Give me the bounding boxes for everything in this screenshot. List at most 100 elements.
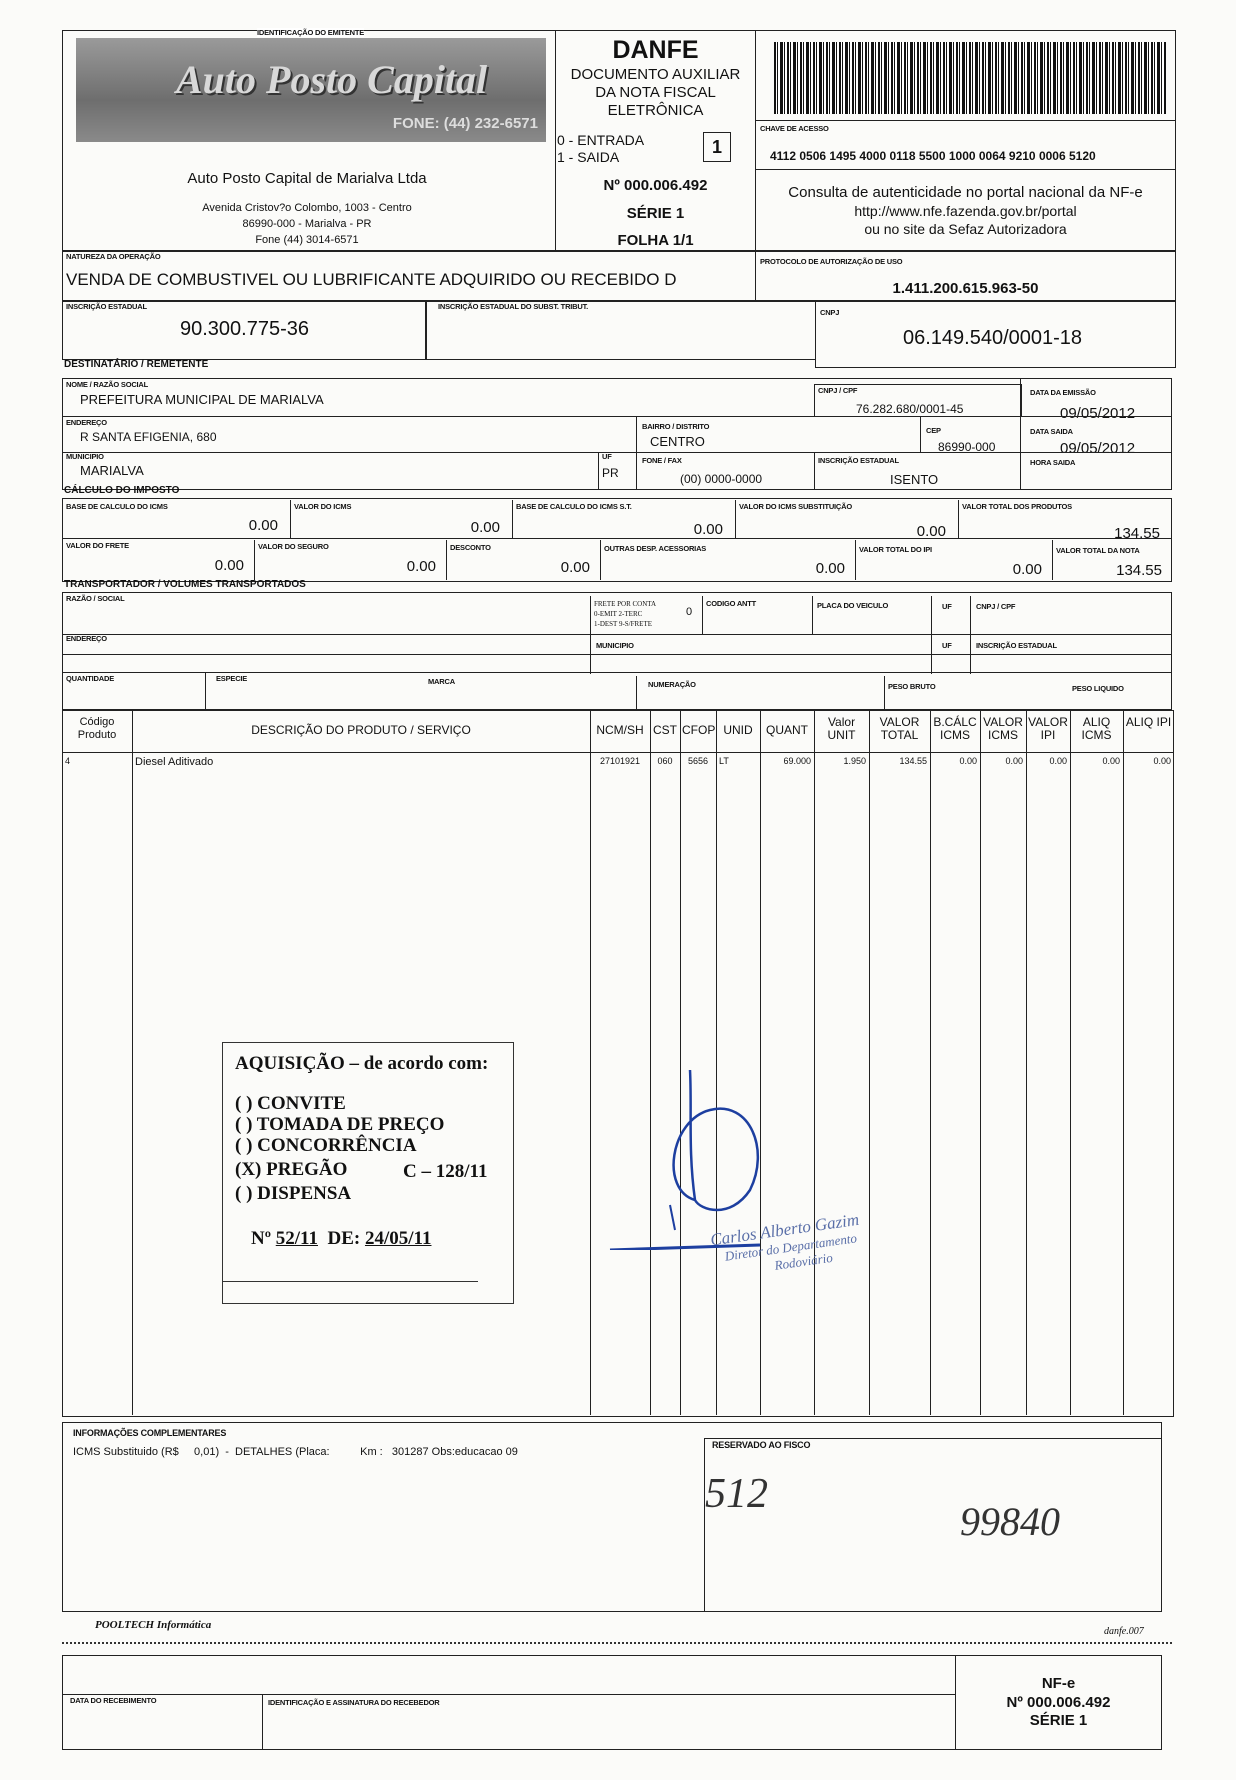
column-header: QUANT	[766, 723, 808, 737]
calc-row1-value: 134.55	[1114, 525, 1160, 542]
table-cell: 0.00	[1049, 756, 1067, 766]
column-divider	[680, 710, 681, 1415]
divider	[205, 672, 206, 710]
calc-row1-label: VALOR DO ICMS	[294, 502, 352, 511]
divider	[735, 500, 736, 538]
frete-label-3: 1-DEST 9-S/FRETE	[594, 620, 653, 628]
form-code: danfe.007	[1104, 1626, 1144, 1637]
calc-row2-label: VALOR TOTAL DO IPI	[859, 545, 932, 554]
column-header: VALOR TOTAL	[879, 715, 920, 742]
cnpj-label: CNPJ	[820, 308, 840, 317]
divider	[446, 540, 447, 580]
emitente-address: Avenida Cristov?o Colombo, 1003 - Centro	[202, 202, 412, 214]
table-cell: 060	[657, 756, 673, 766]
canhoto-divider	[955, 1655, 956, 1750]
peso-liquido-label: PESO LIQUIDO	[1072, 684, 1124, 693]
canhoto-numero: Nº 000.006.492	[1006, 1694, 1111, 1711]
ie-subst-label: INSCRIÇÃO ESTADUAL DO SUBST. TRIBUT.	[438, 302, 589, 311]
calc-row1-label: BASE DE CALCULO DO ICMS S.T.	[516, 502, 632, 511]
cep-divider	[920, 416, 921, 452]
table-cell: 69.000	[783, 756, 811, 766]
dest-ie-label: INSCRIÇÃO ESTADUAL	[818, 456, 899, 465]
emitente-name: Auto Posto Capital de Marialva Ltda	[187, 170, 427, 187]
table-cell: 5656	[687, 756, 709, 766]
natureza-label: NATUREZA DA OPERAÇÃO	[66, 252, 161, 261]
header-divider	[62, 752, 1174, 753]
column-header: CFOP	[682, 723, 716, 737]
chave-value[interactable]: 4112 0506 1495 4000 0118 5500 1000 0064 …	[770, 149, 1096, 163]
stamp-numero-label: Nº	[251, 1228, 271, 1249]
protocolo-value: 1.411.200.615.963-50	[892, 280, 1039, 297]
uf-divider	[598, 452, 599, 490]
table-cell: 134.55	[899, 756, 927, 766]
dest-cnpj-label: CNPJ / CPF	[818, 386, 858, 395]
dest-cnpj: 76.282.680/0001-45	[856, 402, 964, 416]
dest-fone: (00) 0000-0000	[680, 472, 763, 486]
saida-label: 1 - SAIDA	[557, 149, 620, 165]
ie-label: INSCRIÇÃO ESTADUAL	[66, 302, 147, 311]
divider	[290, 500, 291, 538]
column-divider	[814, 710, 815, 1415]
divider	[600, 540, 601, 580]
calc-row2-label: VALOR DO FRETE	[66, 541, 129, 550]
calc-row1-value: 0.00	[248, 517, 278, 534]
column-divider	[1123, 710, 1124, 1415]
row-divider	[62, 654, 1172, 655]
software-credit: POOLTECH Informática	[95, 1619, 212, 1631]
calc-row2-value: 134.55	[1116, 562, 1162, 579]
dest-nome: PREFEITURA MUNICIPAL DE MARIALVA	[80, 392, 324, 407]
dest-endereco-label: ENDEREÇO	[66, 418, 107, 427]
canhoto-row-divider	[62, 1694, 955, 1695]
calculo-section-label: CÁLCULO DO IMPOSTO	[64, 485, 180, 496]
stamp-item-tomada: ( ) TOMADA DE PREÇO	[235, 1114, 445, 1135]
transp-cnpj-label: CNPJ / CPF	[976, 602, 1016, 611]
row-divider	[62, 672, 1172, 673]
data-saida-label: DATA SAIDA	[1030, 427, 1073, 436]
data-recebimento-label: DATA DO RECEBIMENTO	[70, 1696, 157, 1705]
divider	[636, 676, 637, 710]
info-divider	[704, 1438, 705, 1612]
divider	[512, 500, 513, 538]
stamp-pregao-ref: C – 128/11	[403, 1161, 488, 1182]
divider	[884, 676, 885, 710]
calc-row2-value: 0.00	[214, 557, 244, 574]
column-header: ALIQ ICMS	[1081, 715, 1112, 742]
column-header: Código Produto	[77, 716, 117, 741]
entrada-label: 0 - ENTRADA	[557, 132, 645, 148]
peso-bruto-label: PESO BRUTO	[888, 682, 936, 691]
barcode	[774, 42, 1166, 114]
column-divider	[650, 710, 651, 1415]
dest-cep: 86990-000	[938, 440, 996, 454]
assinatura-label[interactable]: IDENTIFICAÇÃO E ASSINATURA DO RECEBEDOR	[268, 1698, 440, 1707]
info-top-divider	[704, 1438, 1162, 1439]
column-header: CST	[653, 723, 677, 737]
calc-row2-value: 0.00	[406, 558, 436, 575]
fone-divider	[636, 452, 637, 490]
consulta-line2[interactable]: http://www.nfe.fazenda.gov.br/portal	[854, 203, 1077, 219]
stamp-underline	[223, 1281, 478, 1282]
table-cell: 1.950	[843, 756, 866, 766]
transportador-section-label: TRANSPORTADOR / VOLUMES TRANSPORTADOS	[64, 579, 306, 590]
stamp-data: 24/05/11	[364, 1228, 432, 1249]
stamp-title: AQUISIÇÃO – de acordo com:	[235, 1053, 489, 1074]
dest-cep-label: CEP	[926, 426, 941, 435]
column-divider	[1026, 710, 1027, 1415]
dest-cnpj-box	[814, 384, 1022, 416]
calc-row1-value: 0.00	[693, 521, 723, 538]
bairro-divider	[636, 416, 637, 452]
column-divider	[760, 710, 761, 1415]
stamp-item-pregao: (X) PREGÃO	[235, 1159, 348, 1180]
table-cell: 0.00	[1005, 756, 1023, 766]
row-divider	[62, 634, 1172, 635]
column-header: Valor UNIT	[827, 715, 856, 742]
info-box	[62, 1422, 1162, 1612]
emitente-label: IDENTIFICAÇÃO DO EMITENTE	[257, 28, 365, 37]
table-cell: 0.00	[1102, 756, 1120, 766]
divider	[958, 500, 959, 538]
calc-row2-label: VALOR DO SEGURO	[258, 542, 329, 551]
calc-row1-value: 0.00	[916, 523, 946, 540]
divider	[702, 596, 703, 634]
razao-label: RAZÃO / SOCIAL	[66, 594, 125, 603]
info-text: ICMS Substituido (R$ 0,01) - DETALHES (P…	[73, 1446, 518, 1458]
dest-bairro: CENTRO	[650, 434, 705, 449]
